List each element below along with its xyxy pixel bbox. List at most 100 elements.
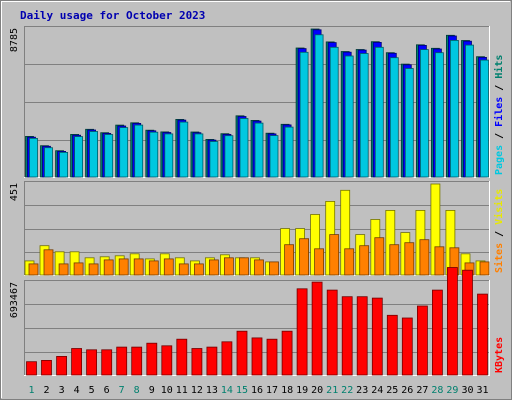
bar-pages-day-9 [149,131,159,178]
legend-segment: Sites [493,243,505,273]
bar-sites-day-23 [359,245,370,276]
x-tick-label: 27 [416,385,428,396]
bar-sites-day-8 [133,258,144,276]
bar-kbytes-day-6 [101,349,113,376]
bar-pages-day-21 [329,46,339,178]
bar-kbytes-day-5 [86,349,97,376]
bar-kbytes-day-29 [446,267,458,376]
bar-kbytes-day-12 [191,348,203,376]
bar-pages-day-31 [480,59,489,178]
x-tick-label: 6 [104,385,110,396]
bar-pages-day-10 [164,133,174,178]
bar-sites-day-9 [148,260,159,276]
x-tick-label: 31 [476,385,488,396]
bar-sites-day-15 [239,257,249,276]
x-tick-label: 5 [89,385,95,396]
legend-label: Pages / Files / Hits [493,55,505,175]
chart-title: Daily usage for October 2023 [20,9,205,22]
bar-kbytes-day-17 [266,338,278,376]
x-tick-label: 10 [161,385,173,396]
x-tick-label: 8 [134,385,140,396]
bar-pages-day-3 [59,151,68,178]
bar-pages-day-24 [374,46,384,178]
bar-sites-day-12 [193,263,204,276]
bar-sites-day-24 [374,237,385,276]
bar-pages-day-6 [104,134,114,178]
x-tick-label: 13 [206,385,218,396]
x-tick-label: 19 [296,385,308,396]
panel-visits-sites: 451 Sites / Visits [9,181,505,276]
x-tick-label: 21 [326,385,338,396]
bar-kbytes-day-8 [131,346,143,376]
x-tick-label: 26 [401,385,413,396]
bar-sites-day-3 [58,263,69,276]
bar-kbytes-day-28 [431,289,443,376]
bar-pages-day-18 [284,126,294,178]
bar-sites-day-25 [389,244,400,276]
bar-sites-day-27 [419,239,430,276]
bar-kbytes-day-11 [176,338,188,376]
bar-kbytes-day-30 [462,269,473,376]
bar-kbytes-day-31 [477,293,488,376]
x-tick-label: 28 [431,385,443,396]
bar-pages-day-15 [239,118,249,178]
legend-segment: Files [493,97,505,127]
bar-pages-day-22 [344,55,354,178]
x-tick-label: 9 [149,385,155,396]
bar-sites-day-18 [284,244,295,276]
bar-pages-day-4 [74,136,83,178]
bar-pages-day-27 [419,49,429,178]
x-tick-label: 12 [191,385,203,396]
legend-segment: Visits [493,189,505,225]
x-tick-label: 23 [356,385,368,396]
x-tick-label: 2 [43,385,49,396]
bar-pages-day-25 [389,57,399,178]
x-tick-label: 29 [446,385,458,396]
bar-kbytes-day-4 [71,348,82,376]
legend-segment: / [494,127,505,145]
bar-sites-day-11 [178,263,189,276]
panel-hits-files-pages: 8785 Pages / Files / Hits [9,26,505,178]
legend-segment: KBytes [494,337,505,373]
bar-kbytes-day-14 [221,341,233,376]
bar-pages-day-26 [404,68,414,178]
bar-kbytes-day-3 [56,355,67,376]
bar-kbytes-day-9 [146,342,158,376]
bar-kbytes-day-7 [116,346,128,376]
bar-pages-day-11 [179,121,189,178]
bar-kbytes-day-13 [206,346,218,376]
x-tick-label: 7 [119,385,125,396]
x-tick-label: 11 [176,385,188,396]
bar-kbytes-day-24 [371,297,383,376]
bar-sites-day-21 [329,234,340,276]
x-tick-label: 22 [341,385,353,396]
bar-kbytes-day-23 [356,296,368,376]
bar-sites-day-6 [103,259,114,276]
legend-segment: Hits [493,55,505,79]
bar-kbytes-day-27 [416,305,428,376]
bar-kbytes-day-19 [296,288,308,376]
x-tick-label: 30 [461,385,473,396]
bar-sites-day-20 [314,248,325,276]
bar-sites-day-4 [73,262,84,276]
x-tick-label: 14 [221,385,233,396]
bar-kbytes-day-16 [251,337,263,376]
x-tick-label: 24 [371,385,383,396]
ymax-label: 693467 [9,282,20,318]
bar-kbytes-day-10 [161,345,173,376]
bar-pages-day-12 [194,133,204,178]
bar-kbytes-day-2 [41,359,52,376]
panel-kbytes: 693467 KBytes [9,267,505,376]
bar-pages-day-14 [224,135,234,178]
bar-sites-day-28 [434,246,445,276]
bar-pages-day-1 [29,137,38,178]
x-tick-label: 15 [236,385,248,396]
legend-segment: Pages [494,145,505,175]
bar-pages-day-29 [449,40,459,178]
bar-kbytes-day-18 [281,330,293,376]
x-tick-label: 20 [311,385,323,396]
legend-label: KBytes [494,337,505,373]
bar-pages-day-17 [269,135,279,178]
bar-sites-day-5 [88,263,99,276]
bar-sites-day-19 [299,238,310,276]
